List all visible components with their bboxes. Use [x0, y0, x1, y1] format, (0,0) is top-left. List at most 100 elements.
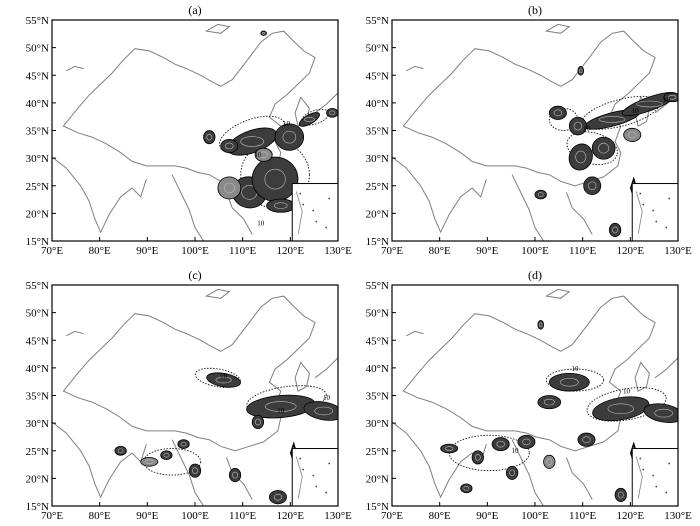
lat-tick-label: 40°N [366, 363, 389, 375]
precipitation-area [203, 130, 216, 145]
inner-contour [265, 401, 297, 412]
precipitation-area [303, 401, 338, 421]
precipitation-area [260, 30, 267, 36]
lon-tick-label: 90°E [136, 510, 158, 522]
precipitation-area [274, 123, 305, 151]
precipitation-area [583, 176, 602, 195]
lat-tick-label: 30°N [26, 153, 49, 165]
precipitation-area [140, 456, 159, 467]
island-outline [654, 357, 678, 379]
precipitation-area [592, 396, 650, 422]
precipitation-area [298, 112, 320, 127]
inset-map-frame [291, 183, 338, 241]
inset-island [299, 457, 302, 460]
coastline [171, 174, 205, 241]
lake-outline [544, 288, 571, 299]
inner-contour [537, 192, 544, 197]
inner-contour [588, 181, 597, 191]
inner-contour [599, 116, 626, 123]
lat-tick-label: 40°N [366, 98, 389, 110]
precipitation-area [537, 395, 562, 410]
inner-contour [223, 182, 235, 194]
lon-tick-label: 100°E [521, 245, 549, 257]
inner-contour [654, 408, 674, 418]
precipitation-area [471, 450, 484, 465]
dotted-contour [240, 141, 310, 209]
lon-tick-label: 130°E [664, 510, 692, 522]
contour-label: 10 [632, 107, 640, 115]
inset-island [312, 209, 315, 212]
coastline [566, 192, 593, 235]
inset-map-frame [631, 448, 678, 506]
inner-contour [215, 376, 232, 384]
lat-tick-label: 45°N [366, 70, 389, 82]
inner-contour [509, 469, 515, 477]
island-outline [314, 357, 338, 379]
peninsula-outline [634, 361, 650, 392]
contour-label: 10 [254, 151, 262, 159]
lon-tick-label: 110°E [229, 245, 256, 257]
inset-island [655, 485, 658, 488]
coastline [511, 439, 545, 506]
lon-tick-label: 120°E [277, 510, 305, 522]
lon-tick-label: 100°E [181, 245, 209, 257]
dotted-contour [545, 368, 605, 392]
inset-map-frame [631, 183, 678, 241]
lon-tick-label: 80°E [89, 245, 111, 257]
inset-coastline [295, 191, 303, 234]
inner-contour [612, 226, 618, 234]
inset-island [665, 491, 668, 494]
map-content: 10 10 10 [392, 288, 678, 506]
inset-coastline [635, 456, 643, 499]
lat-tick-label: 40°N [26, 363, 49, 375]
lat-tick-label: 50°N [26, 43, 49, 55]
precipitation-area [254, 147, 273, 162]
inner-contour [543, 398, 555, 406]
inner-contour [264, 168, 286, 190]
lon-tick-label: 80°E [89, 510, 111, 522]
lon-tick-label: 110°E [229, 510, 256, 522]
precipitation-area [268, 490, 287, 505]
inner-contour [303, 117, 315, 122]
precipitation-area [220, 138, 239, 153]
inner-contour [180, 441, 187, 447]
lake-outline [544, 23, 571, 34]
precipitation-area [266, 198, 296, 213]
precipitation-area [608, 222, 622, 237]
inset-island [325, 491, 328, 494]
lon-tick-label: 110°E [569, 245, 596, 257]
lat-tick-label: 20°N [366, 208, 389, 220]
precipitation-area [614, 487, 627, 502]
inset-island [668, 197, 671, 200]
precipitation-area [228, 468, 242, 483]
inner-contour [273, 493, 283, 501]
lake-outline [204, 23, 231, 34]
inner-contour [474, 454, 481, 461]
coastline [511, 174, 545, 241]
panel-title: (c) [188, 268, 201, 282]
precipitation-area [440, 443, 459, 454]
lat-tick-label: 15°N [26, 236, 49, 248]
lat-tick-label: 50°N [26, 308, 49, 320]
lat-tick-label: 30°N [26, 418, 49, 430]
inset-island [639, 192, 642, 195]
dotted-contour [566, 131, 618, 165]
lat-tick-label: 20°N [26, 473, 49, 485]
dotted-contour [246, 385, 327, 415]
precipitation-area [577, 432, 596, 447]
inset-coastline [295, 456, 303, 499]
inset-island [668, 462, 671, 465]
precipitation-area [114, 445, 127, 456]
lat-tick-label: 55°N [26, 280, 49, 292]
lake-outline [406, 65, 424, 72]
lon-tick-label: 90°E [476, 510, 498, 522]
inner-contour [163, 452, 170, 458]
lat-tick-label: 45°N [26, 335, 49, 347]
inset-island [328, 462, 331, 465]
inset-island [325, 226, 328, 229]
inner-contour [575, 150, 587, 164]
precipitation-area [623, 127, 642, 142]
lat-tick-label: 30°N [366, 418, 389, 430]
inner-contour [145, 459, 154, 465]
lat-tick-label: 35°N [26, 391, 49, 403]
